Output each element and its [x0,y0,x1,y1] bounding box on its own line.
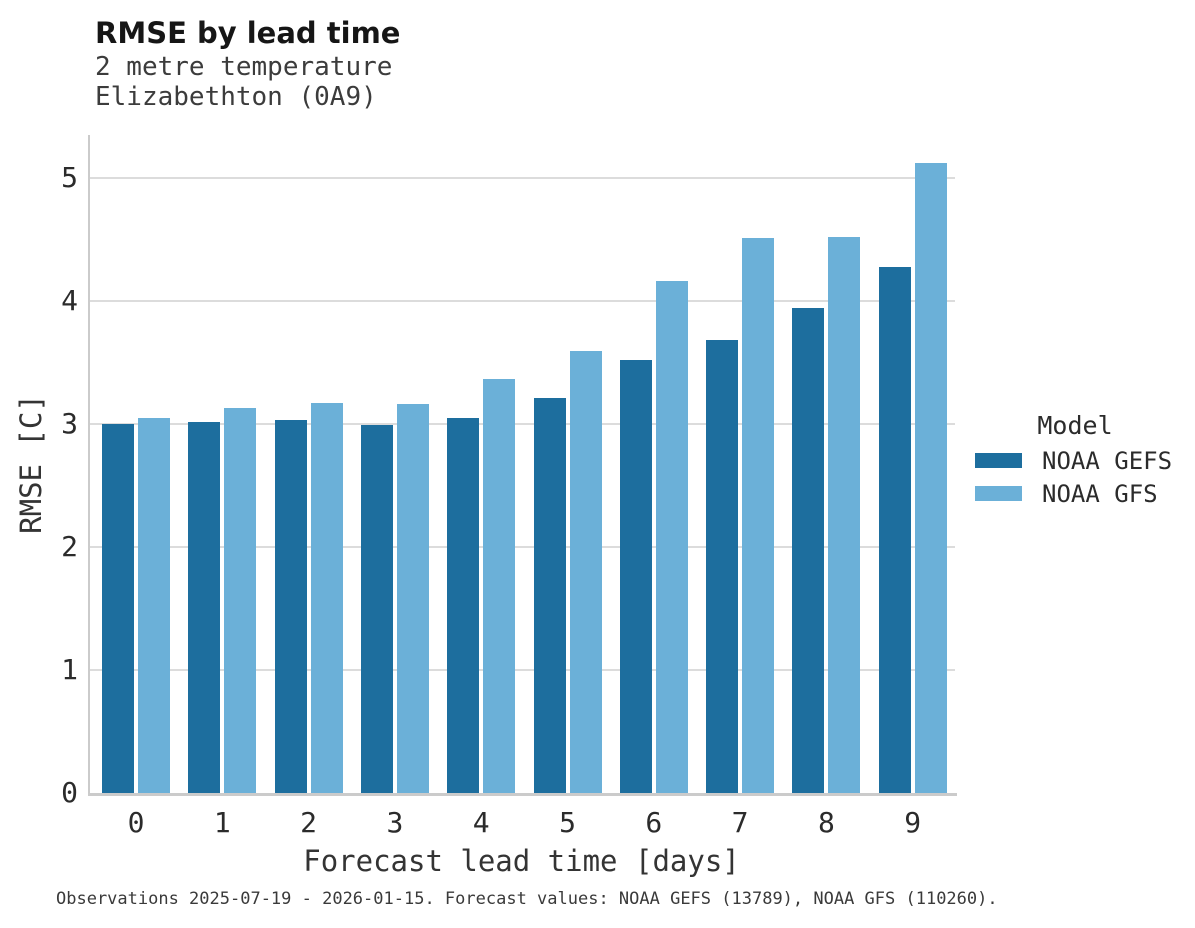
gridline-y-5 [90,177,955,180]
bar-noaa-gefs-lead-5 [533,398,566,793]
bar-noaa-gfs-lead-7 [742,238,775,793]
bar-noaa-gfs-lead-9 [914,163,947,793]
bar-noaa-gfs-lead-3 [396,404,429,793]
bar-noaa-gefs-lead-8 [792,308,825,793]
legend-title: Model [1037,411,1113,440]
legend-entries: NOAA GEFS NOAA GFS [975,444,1175,510]
x-tick-label-1: 1 [213,806,231,839]
x-tick-label-4: 4 [472,806,490,839]
bar-noaa-gefs-lead-2 [274,420,307,793]
y-tick-label-3: 3 [61,407,78,441]
gridline-y-3 [90,423,955,426]
x-tick-label-0: 0 [127,806,145,839]
y-tick-label-2: 2 [61,530,78,564]
legend-swatch-icon [975,453,1022,468]
bar-noaa-gefs-lead-1 [188,421,221,793]
x-axis-title: Forecast lead time [days] [303,844,740,878]
x-tick-label-7: 7 [731,806,749,839]
bar-noaa-gfs-lead-0 [138,417,170,793]
x-tick-label-5: 5 [559,806,576,839]
bar-noaa-gefs-lead-0 [102,424,134,793]
bar-noaa-gfs-lead-4 [483,378,516,793]
chart-title: RMSE by lead time [95,16,401,50]
chart-subtitle-line-2: Elizabethton (0A9) [95,81,377,112]
chart-subtitle: 2 metre temperature Elizabethton (0A9) [95,52,393,112]
legend: Model NOAA GEFS NOAA GFS [975,408,1175,510]
footnote: Observations 2025-07-19 - 2026-01-15. Fo… [56,889,998,909]
gridline-y-2 [90,546,955,549]
y-tick-label-4: 4 [61,284,78,318]
bar-noaa-gfs-lead-8 [828,237,861,793]
bar-noaa-gfs-lead-1 [224,408,257,793]
legend-entry-noaa-gfs: NOAA GFS [975,477,1175,510]
y-tick-label-1: 1 [61,653,78,686]
bar-noaa-gefs-lead-6 [619,360,652,793]
legend-label: NOAA GFS [1042,479,1158,508]
legend-entry-noaa-gefs: NOAA GEFS [975,444,1175,477]
bar-noaa-gfs-lead-6 [655,281,688,793]
bar-noaa-gefs-lead-4 [447,417,480,793]
bar-noaa-gefs-lead-9 [878,266,911,793]
legend-swatch-icon [975,486,1022,501]
plot-area [88,135,957,796]
x-axis-tick-labels: 0 1 2 3 4 5 6 7 8 9 [90,806,955,840]
x-tick-label-6: 6 [645,806,663,839]
x-tick-label-8: 8 [817,806,835,839]
gridline-y-1 [90,669,955,672]
bar-noaa-gefs-lead-3 [360,425,393,793]
bar-noaa-gfs-lead-2 [310,403,343,793]
bar-noaa-gfs-lead-5 [569,351,602,793]
y-axis-tick-labels: 0 1 2 3 4 5 [0,135,78,809]
bar-noaa-gefs-lead-7 [706,340,739,793]
gridline-y-4 [90,300,955,303]
legend-label: NOAA GEFS [1042,446,1173,475]
chart-subtitle-line-1: 2 metre temperature [95,52,393,82]
y-tick-label-5: 5 [61,161,78,195]
x-tick-label-9: 9 [904,806,922,839]
x-tick-label-2: 2 [300,806,318,839]
x-tick-label-3: 3 [386,806,404,839]
y-tick-label-0: 0 [61,776,78,809]
